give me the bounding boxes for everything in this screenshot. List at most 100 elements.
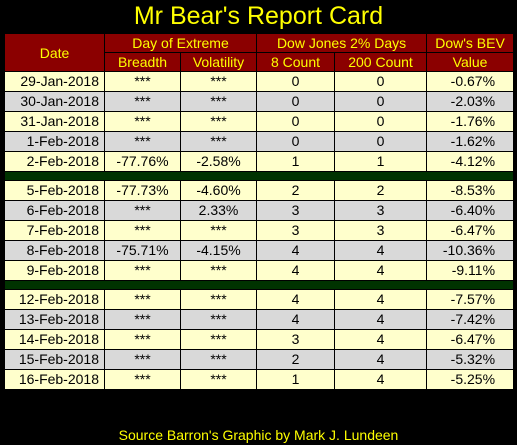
cell-bev: -1.62% <box>426 131 515 152</box>
cell-date: 31-Jan-2018 <box>4 111 105 132</box>
table-row: 9-Feb-2018 *** *** 4 4 -9.11% <box>4 260 515 281</box>
cell-8-count: 0 <box>256 111 336 132</box>
header-breadth: Breadth <box>104 52 181 72</box>
cell-8-count: 2 <box>256 349 336 370</box>
cell-breadth: *** <box>104 131 181 152</box>
cell-date: 13-Feb-2018 <box>4 309 105 330</box>
cell-bev: -2.03% <box>426 91 515 112</box>
cell-8-count: 0 <box>256 131 336 152</box>
cell-breadth: *** <box>104 71 181 92</box>
cell-date: 8-Feb-2018 <box>4 240 105 261</box>
report-table: Date Day of Extreme Dow Jones 2% Days Do… <box>3 33 515 390</box>
cell-bev: -5.25% <box>426 369 515 390</box>
cell-bev: -7.57% <box>426 289 515 310</box>
cell-200-count: 4 <box>334 349 428 370</box>
table-row: 14-Feb-2018 *** *** 3 4 -6.47% <box>4 329 515 350</box>
cell-breadth: *** <box>104 369 181 390</box>
cell-breadth: *** <box>104 111 181 132</box>
cell-200-count: 1 <box>334 151 428 172</box>
cell-200-count: 2 <box>334 180 428 201</box>
cell-8-count: 4 <box>256 289 336 310</box>
cell-bev: -6.47% <box>426 329 515 350</box>
cell-200-count: 0 <box>334 91 428 112</box>
cell-200-count: 3 <box>334 200 428 221</box>
cell-volatility: *** <box>179 91 258 112</box>
table-row: 29-Jan-2018 *** *** 0 0 -0.67% <box>4 71 515 92</box>
table-row: 30-Jan-2018 *** *** 0 0 -2.03% <box>4 91 515 112</box>
cell-200-count: 0 <box>334 111 428 132</box>
table-row: 1-Feb-2018 *** *** 0 0 -1.62% <box>4 131 515 152</box>
cell-date: 5-Feb-2018 <box>4 180 105 201</box>
cell-8-count: 0 <box>256 91 336 112</box>
cell-volatility: -4.15% <box>179 240 258 261</box>
cell-8-count: 3 <box>256 329 336 350</box>
cell-breadth: *** <box>104 349 181 370</box>
cell-bev: -10.36% <box>426 240 515 261</box>
header-dow-2pct-days: Dow Jones 2% Days <box>256 33 428 53</box>
table-row: 31-Jan-2018 *** *** 0 0 -1.76% <box>4 111 515 132</box>
cell-date: 15-Feb-2018 <box>4 349 105 370</box>
cell-200-count: 4 <box>334 329 428 350</box>
cell-8-count: 0 <box>256 71 336 92</box>
cell-volatility: -4.60% <box>179 180 258 201</box>
cell-8-count: 3 <box>256 220 336 241</box>
cell-200-count: 4 <box>334 369 428 390</box>
table-row: 8-Feb-2018 -75.71% -4.15% 4 4 -10.36% <box>4 240 515 261</box>
cell-date: 1-Feb-2018 <box>4 131 105 152</box>
page-title: Mr Bear's Report Card <box>133 2 384 30</box>
header-200-count: 200 Count <box>334 52 428 72</box>
cell-date: 30-Jan-2018 <box>4 91 105 112</box>
cell-date: 9-Feb-2018 <box>4 260 105 281</box>
table-row: 12-Feb-2018 *** *** 4 4 -7.57% <box>4 289 515 310</box>
week-separator <box>3 280 515 290</box>
cell-date: 2-Feb-2018 <box>4 151 105 172</box>
cell-8-count: 3 <box>256 200 336 221</box>
cell-volatility: *** <box>179 349 258 370</box>
cell-8-count: 2 <box>256 180 336 201</box>
header-value: Value <box>426 52 515 72</box>
header-date: Date <box>4 33 105 72</box>
cell-bev: -6.40% <box>426 200 515 221</box>
cell-date: 29-Jan-2018 <box>4 71 105 92</box>
cell-volatility: *** <box>179 220 258 241</box>
cell-volatility: *** <box>179 329 258 350</box>
table-row: 7-Feb-2018 *** *** 3 3 -6.47% <box>4 220 515 241</box>
table-row: 2-Feb-2018 -77.76% -2.58% 1 1 -4.12% <box>4 151 515 172</box>
cell-bev: -7.42% <box>426 309 515 330</box>
cell-bev: -1.76% <box>426 111 515 132</box>
header-row-1: Date Day of Extreme Dow Jones 2% Days Do… <box>4 33 515 72</box>
cell-200-count: 0 <box>334 71 428 92</box>
cell-date: 12-Feb-2018 <box>4 289 105 310</box>
cell-200-count: 3 <box>334 220 428 241</box>
cell-8-count: 1 <box>256 369 336 390</box>
cell-200-count: 4 <box>334 289 428 310</box>
cell-volatility: *** <box>179 131 258 152</box>
source-footer: Source Barron's Graphic by Mark J. Lunde… <box>118 427 399 443</box>
header-day-of-extreme: Day of Extreme <box>103 33 258 53</box>
cell-date: 7-Feb-2018 <box>4 220 105 241</box>
table-row: 15-Feb-2018 *** *** 2 4 -5.32% <box>4 349 515 370</box>
cell-volatility: *** <box>179 289 258 310</box>
cell-bev: -0.67% <box>426 71 515 92</box>
cell-8-count: 1 <box>256 151 336 172</box>
cell-breadth: -77.73% <box>104 180 181 201</box>
cell-bev: -9.11% <box>426 260 515 281</box>
cell-breadth: *** <box>104 329 181 350</box>
cell-breadth: *** <box>104 309 181 330</box>
cell-breadth: -75.71% <box>104 240 181 261</box>
cell-date: 6-Feb-2018 <box>4 200 105 221</box>
cell-bev: -6.47% <box>426 220 515 241</box>
header-row-2: Breadth Volatility 8 Count 200 Count Val… <box>5 52 515 72</box>
cell-bev: -5.32% <box>426 349 515 370</box>
week-separator <box>3 171 515 181</box>
cell-volatility: *** <box>179 309 258 330</box>
table-row: 16-Feb-2018 *** *** 1 4 -5.25% <box>4 369 515 390</box>
cell-volatility: *** <box>179 111 258 132</box>
cell-8-count: 4 <box>256 260 336 281</box>
cell-breadth: *** <box>104 260 181 281</box>
header-8-count: 8 Count <box>256 52 336 72</box>
header-dow-bev: Dow's BEV <box>426 33 515 53</box>
cell-200-count: 4 <box>334 240 428 261</box>
cell-bev: -8.53% <box>426 180 515 201</box>
cell-date: 16-Feb-2018 <box>4 369 105 390</box>
